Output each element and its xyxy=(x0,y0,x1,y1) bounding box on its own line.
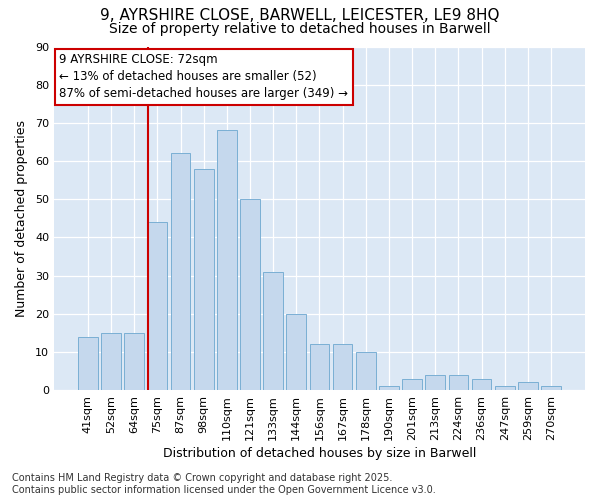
X-axis label: Distribution of detached houses by size in Barwell: Distribution of detached houses by size … xyxy=(163,447,476,460)
Bar xyxy=(194,168,214,390)
Text: 9 AYRSHIRE CLOSE: 72sqm
← 13% of detached houses are smaller (52)
87% of semi-de: 9 AYRSHIRE CLOSE: 72sqm ← 13% of detache… xyxy=(59,54,348,100)
Text: 9, AYRSHIRE CLOSE, BARWELL, LEICESTER, LE9 8HQ: 9, AYRSHIRE CLOSE, BARWELL, LEICESTER, L… xyxy=(100,8,500,22)
Bar xyxy=(379,386,399,390)
Bar xyxy=(170,154,190,390)
Bar xyxy=(310,344,329,390)
Bar xyxy=(495,386,515,390)
Bar xyxy=(148,222,167,390)
Bar xyxy=(78,336,98,390)
Y-axis label: Number of detached properties: Number of detached properties xyxy=(15,120,28,317)
Text: Size of property relative to detached houses in Barwell: Size of property relative to detached ho… xyxy=(109,22,491,36)
Bar xyxy=(286,314,306,390)
Bar xyxy=(472,378,491,390)
Bar xyxy=(402,378,422,390)
Bar xyxy=(449,375,468,390)
Bar xyxy=(356,352,376,390)
Bar xyxy=(217,130,236,390)
Bar xyxy=(518,382,538,390)
Bar xyxy=(240,199,260,390)
Bar xyxy=(124,333,144,390)
Bar xyxy=(263,272,283,390)
Bar xyxy=(425,375,445,390)
Bar xyxy=(541,386,561,390)
Text: Contains HM Land Registry data © Crown copyright and database right 2025.
Contai: Contains HM Land Registry data © Crown c… xyxy=(12,474,436,495)
Bar xyxy=(333,344,352,390)
Bar xyxy=(101,333,121,390)
